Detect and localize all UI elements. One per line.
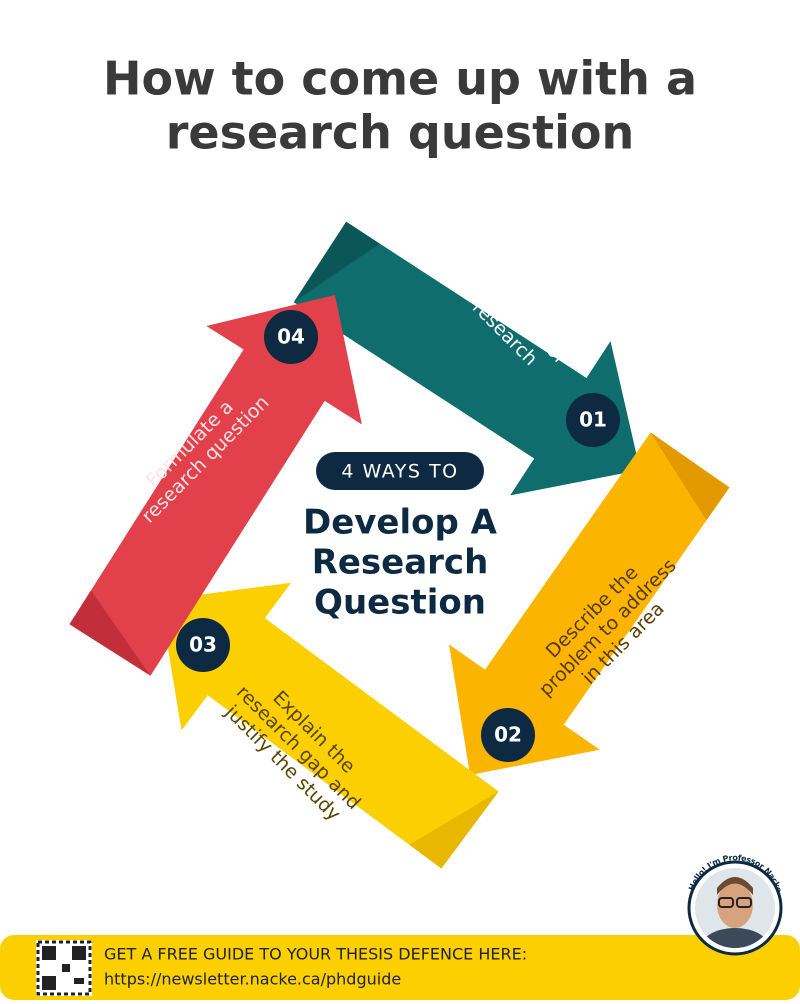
center-heading: Research xyxy=(312,543,489,583)
arrow-fold xyxy=(650,432,730,521)
step-number: 03 xyxy=(189,633,217,657)
arrow xyxy=(160,582,499,869)
step-number: 02 xyxy=(494,723,522,747)
cycle-arrows xyxy=(69,221,730,869)
title-line: research question xyxy=(166,106,635,160)
arrow xyxy=(293,221,640,496)
step-number: 04 xyxy=(277,325,305,349)
arrow xyxy=(69,295,362,676)
step-badge xyxy=(566,393,620,447)
arrow xyxy=(449,432,730,775)
title-line: How to come up with a xyxy=(103,52,697,106)
step-number: 01 xyxy=(579,408,607,432)
arrow-fold xyxy=(69,590,151,676)
footer-link[interactable]: https://newsletter.nacke.ca/phdguide xyxy=(104,970,401,989)
badge-bg xyxy=(316,452,484,490)
center-heading: Question xyxy=(314,583,486,623)
step-badge xyxy=(264,310,318,364)
footer-bar xyxy=(0,935,800,1000)
qr-code xyxy=(36,940,92,996)
arrow-fold xyxy=(409,791,499,869)
step-badge xyxy=(481,708,535,762)
center-heading: Develop A xyxy=(303,503,498,543)
step-badge xyxy=(176,618,230,672)
avatar-photo xyxy=(695,868,775,948)
arrow-fold xyxy=(293,221,380,303)
badge-text: 4 WAYS TO xyxy=(341,461,458,483)
footer-cta: GET A FREE GUIDE TO YOUR THESIS DEFENCE … xyxy=(104,945,527,964)
